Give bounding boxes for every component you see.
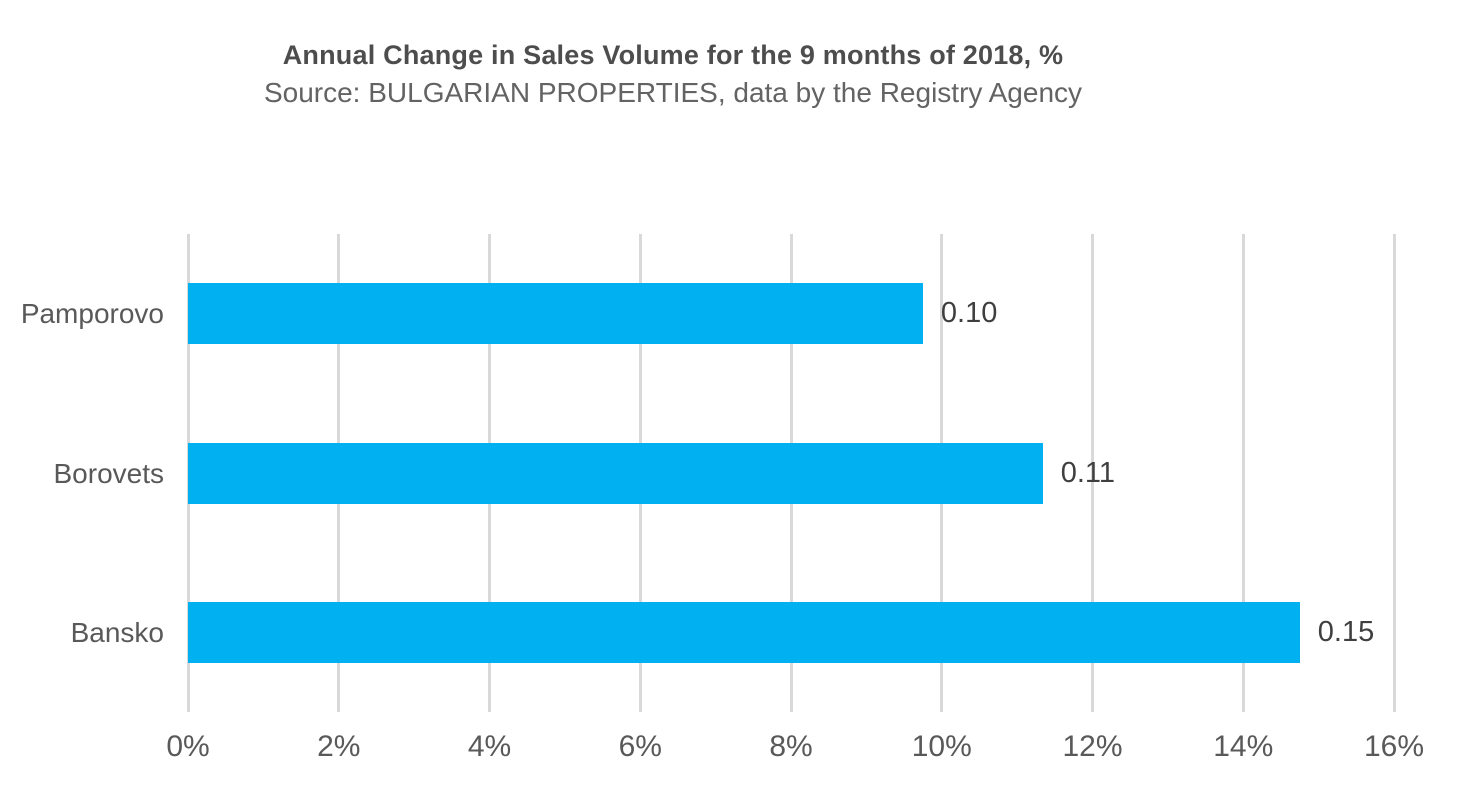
- gridline-16%: [1392, 234, 1396, 712]
- category-label-pamporovo: Pamporovo: [20, 298, 164, 330]
- chart-title: Annual Change in Sales Volume for the 9 …: [282, 40, 1064, 70]
- bar-pamporovo: [188, 283, 923, 345]
- category-label-bansko: Bansko: [70, 616, 164, 648]
- plot-area: [186, 234, 1396, 712]
- x-tick-label: 8%: [769, 730, 813, 763]
- category-label-borovets: Borovets: [53, 457, 165, 489]
- x-tick-label: 4%: [467, 730, 512, 763]
- value-label-pamporovo: 0.10: [940, 297, 998, 330]
- chart-subtitle: Source: BULGARIAN PROPERTIES, data by th…: [263, 77, 1083, 109]
- value-label-bansko: 0.15: [1317, 615, 1375, 648]
- x-tick-label: 10%: [911, 730, 972, 763]
- gridline-12%: [1091, 234, 1094, 712]
- x-tick-label: 2%: [317, 730, 361, 763]
- bar-borovets: [188, 442, 1043, 504]
- x-tick-label: 0%: [166, 730, 210, 763]
- bar-bansko: [188, 601, 1300, 663]
- x-tick-label: 16%: [1363, 730, 1425, 763]
- value-label-borovets: 0.11: [1060, 456, 1116, 489]
- gridline-14%: [1241, 234, 1245, 712]
- x-tick-label: 6%: [618, 730, 662, 763]
- x-tick-label: 12%: [1062, 730, 1123, 763]
- title-block: Annual Change in Sales Volume for the 9 …: [0, 38, 1346, 111]
- x-tick-label: 14%: [1213, 730, 1274, 763]
